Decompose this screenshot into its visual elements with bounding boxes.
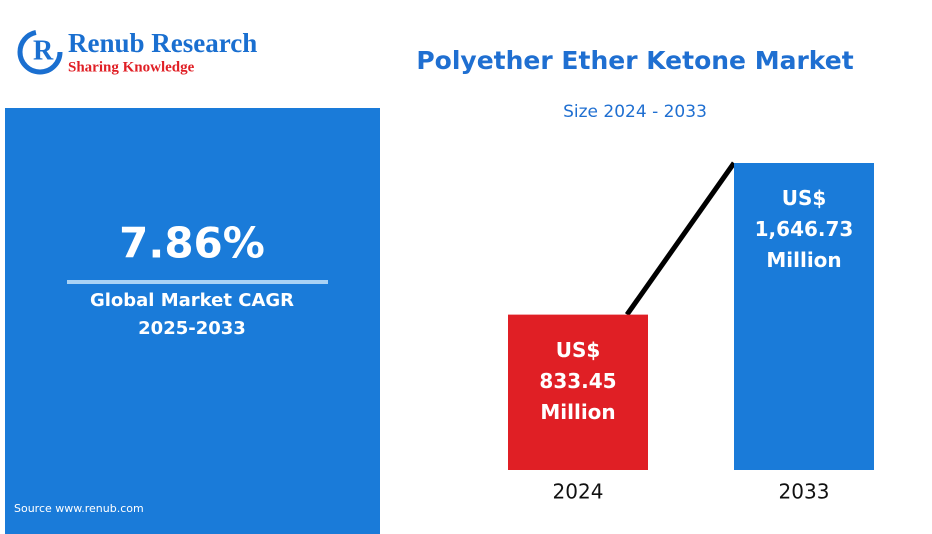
logo-tagline: Sharing Knowledge bbox=[68, 59, 195, 75]
cagr-label: Global Market CAGR bbox=[90, 290, 294, 311]
cagr-value: 7.86% bbox=[119, 219, 265, 268]
cagr-period: 2025-2033 bbox=[138, 318, 246, 339]
connector bbox=[624, 161, 737, 317]
source: Source www.renub.com bbox=[14, 502, 144, 515]
chart-subtitle: Size 2024 - 2033 bbox=[563, 102, 707, 122]
bar bbox=[508, 314, 648, 470]
logo-letter: R bbox=[33, 35, 54, 66]
logo: R Renub Research Sharing Knowledge bbox=[17, 28, 257, 75]
bar bbox=[734, 163, 874, 470]
logo-mark bbox=[17, 29, 63, 75]
x-tick-label: 2033 bbox=[779, 480, 830, 504]
value-label: US$ 833.45 Million bbox=[539, 337, 617, 424]
value-label: US$ 1,646.73 Million bbox=[754, 186, 854, 272]
logo-name: Renub Research bbox=[68, 28, 257, 58]
cagr-panel bbox=[5, 108, 380, 534]
chart-title: Polyether Ether Ketone Market bbox=[416, 46, 853, 75]
x-tick-label: 2024 bbox=[553, 480, 604, 504]
